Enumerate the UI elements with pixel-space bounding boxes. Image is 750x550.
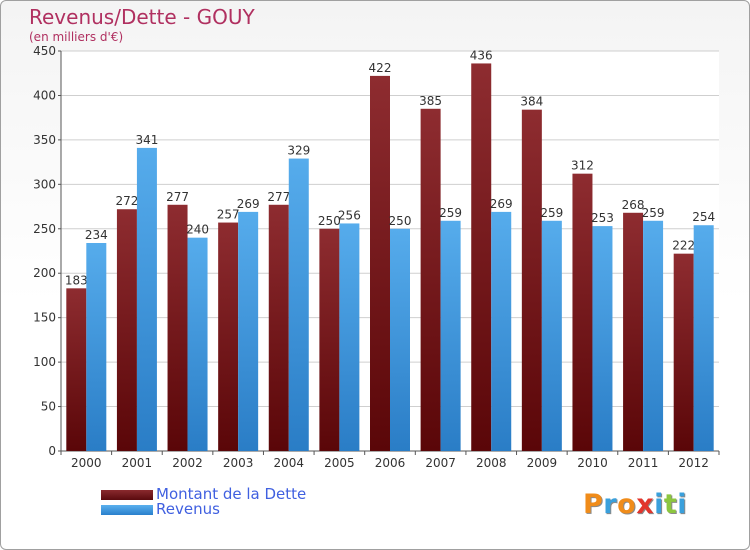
- x-tick-label: 2003: [223, 456, 254, 470]
- data-label: 256: [338, 208, 361, 222]
- x-tick-label: 2007: [425, 456, 456, 470]
- x-tick-label: 2006: [375, 456, 406, 470]
- y-tick-label: 250: [33, 222, 56, 236]
- logo-letter: i: [654, 489, 664, 520]
- bar-dette: [66, 288, 87, 451]
- bar-dette: [471, 63, 492, 451]
- legend-label-dette: Montant de la Dette: [156, 485, 307, 503]
- bar-revenus: [86, 243, 107, 451]
- data-label: 269: [490, 197, 513, 211]
- bar-dette: [623, 212, 644, 451]
- bar-dette: [673, 253, 694, 451]
- bar-dette: [167, 204, 188, 451]
- data-label: 277: [267, 190, 290, 204]
- y-tick-label: 200: [33, 266, 56, 280]
- y-tick-label: 100: [33, 355, 56, 369]
- data-label: 250: [318, 214, 341, 228]
- data-label: 222: [672, 239, 695, 253]
- data-label: 268: [622, 198, 645, 212]
- data-label: 312: [571, 159, 594, 173]
- data-label: 254: [692, 210, 715, 224]
- bar-revenus: [541, 220, 562, 451]
- bar-revenus: [339, 223, 360, 451]
- data-label: 183: [65, 273, 88, 287]
- bar-revenus: [491, 211, 512, 451]
- y-tick-label: 150: [33, 311, 56, 325]
- x-tick-label: 2010: [577, 456, 608, 470]
- logo-letter: t: [663, 489, 678, 520]
- logo-letter: o: [617, 489, 637, 520]
- y-tick-label: 50: [41, 400, 56, 414]
- legend-swatch-dette: [101, 490, 153, 500]
- bar-dette: [521, 109, 542, 452]
- bar-revenus: [238, 211, 259, 451]
- x-tick-label: 2000: [71, 456, 102, 470]
- bar-dette: [116, 209, 137, 451]
- logo-letter: x: [636, 489, 655, 520]
- legend-swatch-revenus: [101, 505, 153, 515]
- bar-dette: [319, 228, 340, 451]
- bar-revenus: [693, 225, 714, 451]
- data-label: 240: [186, 223, 209, 237]
- x-tick-label: 2009: [527, 456, 558, 470]
- bar-dette: [268, 204, 289, 451]
- data-label: 259: [642, 206, 665, 220]
- data-label: 422: [369, 61, 392, 75]
- data-label: 272: [115, 194, 138, 208]
- y-tick-label: 350: [33, 133, 56, 147]
- data-label: 269: [237, 197, 260, 211]
- bar-dette: [572, 173, 593, 451]
- chart-title: Revenus/Dette - GOUY: [29, 5, 255, 29]
- data-label: 385: [419, 94, 442, 108]
- bar-dette: [420, 108, 441, 452]
- bar-revenus: [643, 220, 664, 451]
- data-label: 329: [287, 144, 310, 158]
- data-label: 253: [591, 211, 614, 225]
- bar-revenus: [288, 158, 309, 452]
- y-tick-label: 450: [33, 44, 56, 58]
- logo-letter: r: [603, 489, 618, 520]
- data-label: 259: [540, 206, 563, 220]
- chart-subtitle: (en milliers d'€): [29, 30, 124, 44]
- bar-revenus: [440, 220, 461, 451]
- bar-revenus: [390, 228, 410, 451]
- bar-dette: [218, 222, 239, 451]
- logo-letter: i: [677, 489, 688, 520]
- y-tick-label: 300: [33, 177, 56, 191]
- data-label: 234: [85, 228, 108, 242]
- bar-revenus: [592, 226, 613, 451]
- y-tick-label: 0: [48, 444, 56, 458]
- data-label: 257: [217, 208, 240, 222]
- x-tick-label: 2012: [678, 456, 709, 470]
- data-label: 384: [520, 95, 543, 109]
- x-tick-label: 2005: [324, 456, 355, 470]
- legend-label-revenus: Revenus: [156, 500, 220, 518]
- bar-revenus: [136, 147, 157, 451]
- data-label: 250: [389, 214, 412, 228]
- data-label: 436: [470, 48, 493, 62]
- bar-dette: [370, 75, 390, 451]
- x-tick-label: 2004: [273, 456, 304, 470]
- data-label: 277: [166, 190, 189, 204]
- bar-revenus: [187, 237, 208, 451]
- data-label: 341: [135, 133, 158, 147]
- proxiti-logo: Proxiti: [583, 489, 687, 520]
- logo-letter: P: [583, 489, 604, 520]
- x-tick-label: 2002: [172, 456, 203, 470]
- x-tick-label: 2008: [476, 456, 507, 470]
- x-tick-label: 2011: [628, 456, 659, 470]
- x-tick-label: 2001: [122, 456, 153, 470]
- data-label: 259: [439, 206, 462, 220]
- y-tick-label: 400: [33, 88, 56, 102]
